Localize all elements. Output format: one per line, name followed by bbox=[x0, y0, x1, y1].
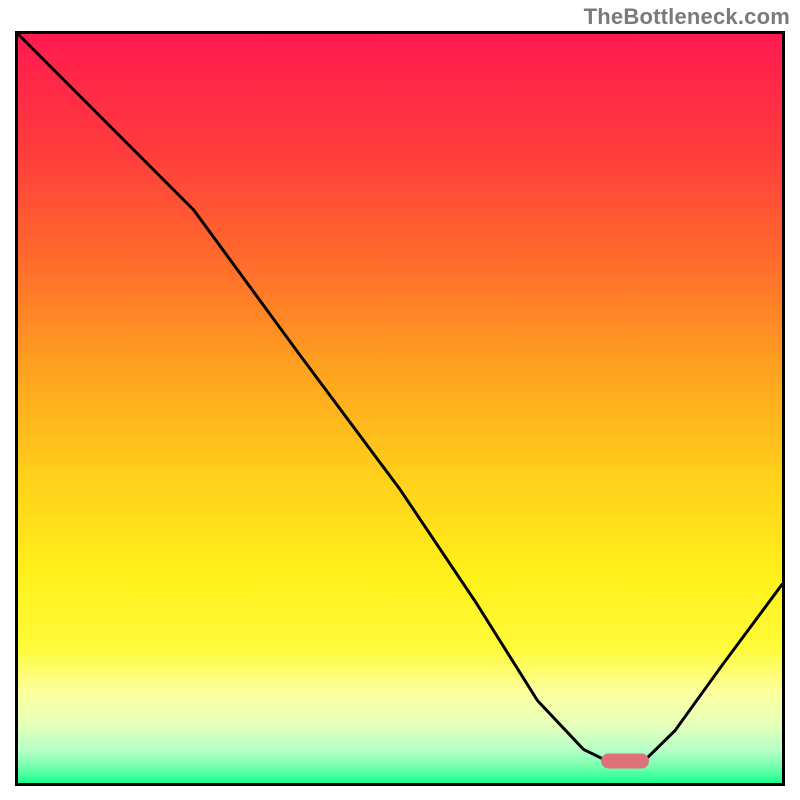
watermark-text: TheBottleneck.com bbox=[584, 4, 790, 30]
optimal-marker bbox=[601, 753, 649, 768]
bottleneck-curve bbox=[18, 34, 782, 783]
plot-frame bbox=[15, 31, 785, 786]
curve-path bbox=[18, 34, 782, 761]
